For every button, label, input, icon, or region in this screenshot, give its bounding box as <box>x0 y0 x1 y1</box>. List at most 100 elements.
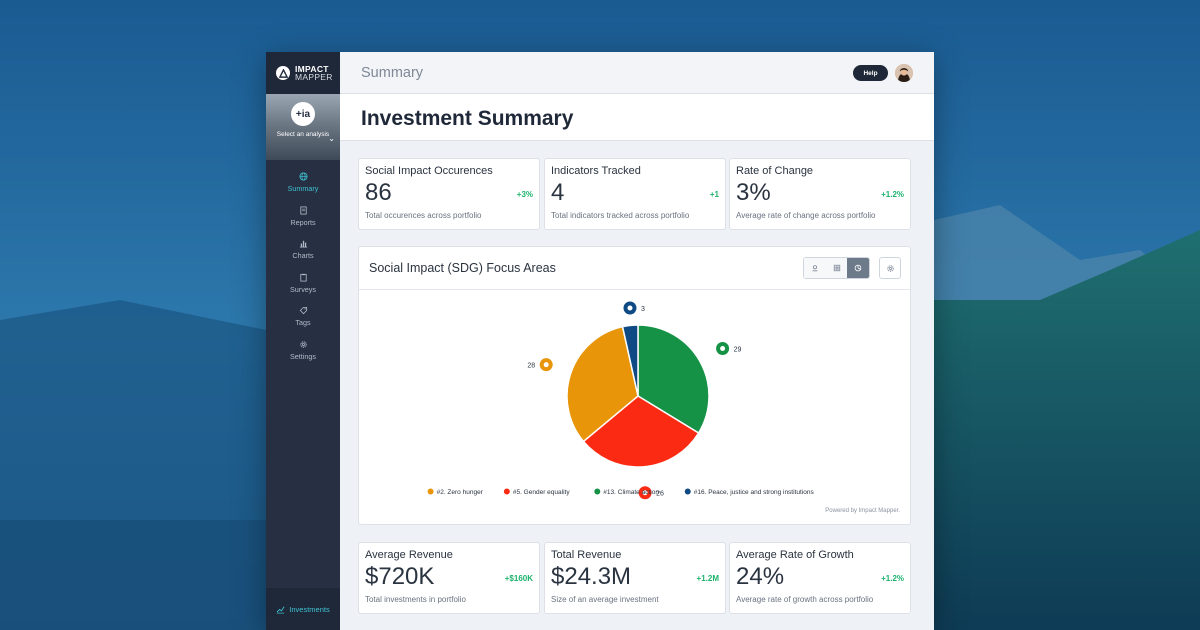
bar-chart-icon <box>299 241 307 248</box>
chevron-down-icon: ⌄ <box>328 134 335 143</box>
legend-swatch <box>503 488 510 495</box>
tag-icon <box>299 307 307 315</box>
sidebar-nav: Summary Reports Charts Surveys Tags Sett… <box>266 160 340 367</box>
chart-card-header: Social Impact (SDG) Focus Areas <box>359 247 910 290</box>
sidebar-item-surveys[interactable]: Surveys <box>266 267 340 301</box>
stat-value: 4 <box>551 179 565 206</box>
legend-label: #16. Peace, justice and strong instituti… <box>694 489 815 496</box>
powered-by-text: Powered by Impact Mapper. <box>825 508 900 514</box>
user-avatar-icon <box>895 64 913 82</box>
sidebar: IMPACT MAPPER +ia Select an analysis ⌄ S… <box>266 52 340 630</box>
topbar: Summary Help <box>340 52 934 94</box>
sidebar-item-investments[interactable]: Investments <box>266 588 340 630</box>
brand-name-line2: MAPPER <box>295 72 333 82</box>
stat-delta: +1.2M <box>696 574 719 583</box>
legend-item-5-gender-equality[interactable]: #5. Gender equality <box>503 488 570 497</box>
dove-icon <box>623 301 637 315</box>
map-view-button[interactable] <box>804 258 826 278</box>
legend-label: #5. Gender equality <box>513 489 570 496</box>
stat-label: Average Rate of Growth <box>736 549 854 561</box>
sidebar-item-label: Investments <box>289 604 330 614</box>
pie-view-button[interactable] <box>847 258 869 278</box>
analysis-label: Select an analysis <box>276 131 330 138</box>
brand-name-line1: IMPACT <box>295 64 329 74</box>
sidebar-item-settings[interactable]: Settings <box>266 334 340 368</box>
legend-item-2-zero-hunger[interactable]: #2. Zero hunger <box>427 488 484 497</box>
sidebar-item-label: Tags <box>295 318 311 328</box>
clipboard-icon <box>299 273 307 282</box>
stat-description: Total occurences across portfolio <box>365 211 482 220</box>
sidebar-item-summary[interactable]: Summary <box>266 166 340 200</box>
gender-icon <box>638 486 652 500</box>
page-title: Investment Summary <box>361 107 574 130</box>
gear-icon <box>299 341 307 348</box>
stat-delta: +1.2% <box>881 574 904 583</box>
sidebar-item-label: Summary <box>287 184 319 194</box>
stat-description: Average rate of growth across portfolio <box>736 595 874 604</box>
pie-value-label: 29 <box>734 347 742 354</box>
grid-icon <box>833 264 840 272</box>
page-header: Investment Summary <box>340 94 934 141</box>
brand-logo[interactable]: IMPACT MAPPER <box>266 52 340 94</box>
stat-label: Rate of Change <box>736 165 814 177</box>
stat-description: Total investments in portfolio <box>365 595 466 604</box>
trend-chart-icon <box>276 606 285 613</box>
stat-card-rate-of-change: Rate of Change 3% +1.2% Average rate of … <box>729 158 911 230</box>
sidebar-item-label: Reports <box>290 217 316 227</box>
chart-title: Social Impact (SDG) Focus Areas <box>369 261 556 275</box>
stat-description: Total indicators tracked across portfoli… <box>551 211 690 220</box>
legend-item-16-peace-justice-and-strong-institutions[interactable]: #16. Peace, justice and strong instituti… <box>684 488 815 497</box>
pie-chart: 29 26 28 3 #2. Zero hunger #5. Gender equalit… <box>427 301 815 500</box>
legend-label: #2. Zero hunger <box>437 489 484 496</box>
document-icon <box>299 206 307 215</box>
pie-value-label: 3 <box>641 306 645 313</box>
breadcrumb: Summary <box>361 65 424 81</box>
stat-label: Social Impact Occurences <box>365 165 493 177</box>
chart-view-toggle <box>803 257 870 279</box>
stat-delta: +3% <box>516 190 533 199</box>
stat-description: Size of an average investment <box>551 595 659 604</box>
stat-card-impact-occurrences: Social Impact Occurences 86 +3% Total oc… <box>358 158 540 230</box>
grid-view-button[interactable] <box>825 258 848 278</box>
stat-label: Total Revenue <box>551 549 622 561</box>
stat-value: $24.3M <box>551 563 632 590</box>
logo-icon <box>276 66 290 80</box>
stat-value: $720K <box>365 563 435 590</box>
map-pin-icon <box>812 265 818 272</box>
analysis-badge: +ia <box>291 102 315 126</box>
legend-item-13-climate-action[interactable]: #13. Climate action <box>594 488 659 497</box>
bowl-icon <box>539 358 553 372</box>
stat-label: Indicators Tracked <box>551 165 641 177</box>
sidebar-item-reports[interactable]: Reports <box>266 200 340 234</box>
pie-value-label: 26 <box>656 491 664 498</box>
sidebar-item-tags[interactable]: Tags <box>266 300 340 334</box>
app-window: IMPACT MAPPER +ia Select an analysis ⌄ S… <box>266 52 934 630</box>
pie-value-label: 28 <box>527 363 535 370</box>
stat-card-total-revenue: Total Revenue $24.3M +1.2M Size of an av… <box>544 542 726 614</box>
pie-slice-5-gender-equality[interactable] <box>582 395 700 468</box>
legend-label: #13. Climate action <box>603 489 659 496</box>
legend-swatch <box>427 488 434 495</box>
sidebar-item-charts[interactable]: Charts <box>266 233 340 267</box>
stat-card-average-growth: Average Rate of Growth 24% +1.2% Average… <box>729 542 911 614</box>
pie-slice-2-zero-hunger[interactable] <box>566 325 639 443</box>
help-button[interactable]: Help <box>853 65 888 81</box>
globe-icon <box>298 172 308 181</box>
avatar[interactable] <box>895 64 913 82</box>
stat-delta: +1 <box>709 190 719 199</box>
gear-icon <box>886 264 894 272</box>
legend-swatch <box>684 488 691 495</box>
sdg-focus-chart-card: Social Impact (SDG) Focus Areas 29 26 28 3 #… <box>358 246 911 525</box>
stat-card-indicators-tracked: Indicators Tracked 4 +1 Total indicators… <box>544 158 726 230</box>
sidebar-item-label: Surveys <box>290 284 316 294</box>
stat-value: 3% <box>736 179 771 206</box>
pie-slice-16-peace-justice-and-strong-institutions[interactable] <box>621 324 639 397</box>
chart-settings-button[interactable] <box>879 257 901 279</box>
stat-label: Average Revenue <box>365 549 453 561</box>
stat-value: 86 <box>365 179 392 206</box>
legend-swatch <box>594 488 601 495</box>
stat-description: Average rate of change across portfolio <box>736 211 876 220</box>
pie-chart-icon <box>854 264 862 272</box>
analysis-selector[interactable]: +ia Select an analysis ⌄ <box>266 94 340 160</box>
stat-delta: +1.2% <box>881 190 904 199</box>
